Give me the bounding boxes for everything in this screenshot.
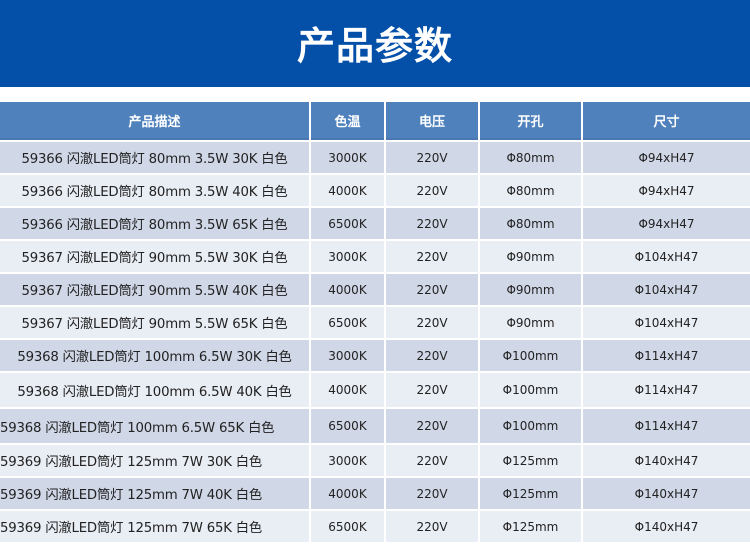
- cell-cutout: Φ100mm: [480, 409, 581, 443]
- cell-size: Φ114xH47: [583, 340, 750, 371]
- cell-cutout: Φ80mm: [480, 208, 581, 239]
- cell-voltage: 220V: [386, 511, 478, 542]
- cell-size: Φ104xH47: [583, 241, 750, 272]
- cell-description: 59369 闪澈LED筒灯 125mm 7W 30K 白色: [0, 445, 309, 476]
- cell-color-temperature: 6500K: [311, 307, 384, 338]
- cell-cutout: Φ125mm: [480, 445, 581, 476]
- cell-size: Φ94xH47: [583, 208, 750, 239]
- cell-size: Φ94xH47: [583, 142, 750, 173]
- cell-cutout: Φ100mm: [480, 373, 581, 407]
- cell-voltage: 220V: [386, 373, 478, 407]
- cell-color-temperature: 4000K: [311, 373, 384, 407]
- cell-voltage: 220V: [386, 208, 478, 239]
- table-row: 59369 闪澈LED筒灯 125mm 7W 30K 白色 3000K 220V…: [0, 445, 750, 476]
- cell-voltage: 220V: [386, 409, 478, 443]
- table-row: 59366 闪澈LED筒灯 80mm 3.5W 40K 白色 4000K 220…: [0, 175, 750, 206]
- cell-size: Φ140xH47: [583, 478, 750, 509]
- cell-description: 59367 闪澈LED筒灯 90mm 5.5W 40K 白色: [0, 274, 309, 305]
- column-header-cutout: 开孔: [480, 102, 581, 140]
- cell-cutout: Φ125mm: [480, 511, 581, 542]
- column-header-voltage: 电压: [386, 102, 478, 140]
- cell-voltage: 220V: [386, 274, 478, 305]
- cell-color-temperature: 3000K: [311, 241, 384, 272]
- cell-size: Φ104xH47: [583, 274, 750, 305]
- column-header-description: 产品描述: [0, 102, 309, 140]
- title-banner: 产品参数: [0, 0, 750, 87]
- cell-color-temperature: 3000K: [311, 142, 384, 173]
- cell-description: 59366 闪澈LED筒灯 80mm 3.5W 65K 白色: [0, 208, 309, 239]
- table-row: 59366 闪澈LED筒灯 80mm 3.5W 65K 白色 6500K 220…: [0, 208, 750, 239]
- cell-description: 59366 闪澈LED筒灯 80mm 3.5W 30K 白色: [0, 142, 309, 173]
- cell-cutout: Φ100mm: [480, 340, 581, 371]
- cell-cutout: Φ125mm: [480, 478, 581, 509]
- cell-description: 59368 闪澈LED筒灯 100mm 6.5W 65K 白色: [0, 409, 309, 443]
- cell-cutout: Φ90mm: [480, 241, 581, 272]
- cell-description: 59367 闪澈LED筒灯 90mm 5.5W 30K 白色: [0, 241, 309, 272]
- cell-color-temperature: 3000K: [311, 340, 384, 371]
- cell-cutout: Φ90mm: [480, 274, 581, 305]
- cell-size: Φ114xH47: [583, 409, 750, 443]
- cell-size: Φ140xH47: [583, 445, 750, 476]
- cell-voltage: 220V: [386, 307, 478, 338]
- table-row: 59368 闪澈LED筒灯 100mm 6.5W 30K 白色 3000K 22…: [0, 340, 750, 371]
- cell-color-temperature: 4000K: [311, 175, 384, 206]
- cell-size: Φ114xH47: [583, 373, 750, 407]
- cell-color-temperature: 4000K: [311, 274, 384, 305]
- cell-voltage: 220V: [386, 478, 478, 509]
- table-row: 59366 闪澈LED筒灯 80mm 3.5W 30K 白色 3000K 220…: [0, 142, 750, 173]
- cell-cutout: Φ90mm: [480, 307, 581, 338]
- cell-description: 59367 闪澈LED筒灯 90mm 5.5W 65K 白色: [0, 307, 309, 338]
- cell-color-temperature: 6500K: [311, 208, 384, 239]
- cell-size: Φ94xH47: [583, 175, 750, 206]
- cell-voltage: 220V: [386, 241, 478, 272]
- cell-size: Φ104xH47: [583, 307, 750, 338]
- table-row: 59369 闪澈LED筒灯 125mm 7W 65K 白色 6500K 220V…: [0, 511, 750, 542]
- cell-voltage: 220V: [386, 175, 478, 206]
- cell-color-temperature: 6500K: [311, 409, 384, 443]
- cell-size: Φ140xH47: [583, 511, 750, 542]
- cell-voltage: 220V: [386, 142, 478, 173]
- column-header-size: 尺寸: [583, 102, 750, 140]
- cell-color-temperature: 6500K: [311, 511, 384, 542]
- cell-description: 59368 闪澈LED筒灯 100mm 6.5W 30K 白色: [0, 340, 309, 371]
- cell-color-temperature: 3000K: [311, 445, 384, 476]
- cell-description: 59368 闪澈LED筒灯 100mm 6.5W 40K 白色: [0, 373, 309, 407]
- cell-description: 59366 闪澈LED筒灯 80mm 3.5W 40K 白色: [0, 175, 309, 206]
- table-row: 59367 闪澈LED筒灯 90mm 5.5W 30K 白色 3000K 220…: [0, 241, 750, 272]
- cell-description: 59369 闪澈LED筒灯 125mm 7W 40K 白色: [0, 478, 309, 509]
- cell-cutout: Φ80mm: [480, 142, 581, 173]
- cell-voltage: 220V: [386, 340, 478, 371]
- product-spec-table: 产品描述 色温 电压 开孔 尺寸 59366 闪澈LED筒灯 80mm 3.5W…: [0, 100, 750, 544]
- table-row: 59367 闪澈LED筒灯 90mm 5.5W 40K 白色 4000K 220…: [0, 274, 750, 305]
- table-row: 59367 闪澈LED筒灯 90mm 5.5W 65K 白色 6500K 220…: [0, 307, 750, 338]
- table-row: 59368 闪澈LED筒灯 100mm 6.5W 40K 白色 4000K 22…: [0, 373, 750, 407]
- cell-cutout: Φ80mm: [480, 175, 581, 206]
- cell-description: 59369 闪澈LED筒灯 125mm 7W 65K 白色: [0, 511, 309, 542]
- cell-voltage: 220V: [386, 445, 478, 476]
- table-row: 59369 闪澈LED筒灯 125mm 7W 40K 白色 4000K 220V…: [0, 478, 750, 509]
- page-title: 产品参数: [296, 24, 453, 68]
- cell-color-temperature: 4000K: [311, 478, 384, 509]
- column-header-color-temperature: 色温: [311, 102, 384, 140]
- table-row: 59368 闪澈LED筒灯 100mm 6.5W 65K 白色 6500K 22…: [0, 409, 750, 443]
- table-header-row: 产品描述 色温 电压 开孔 尺寸: [0, 102, 750, 140]
